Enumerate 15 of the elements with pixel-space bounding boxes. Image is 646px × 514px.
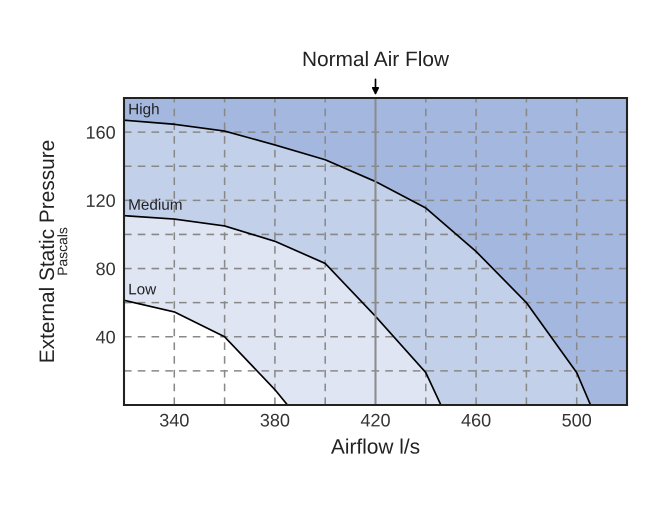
series-label: Low xyxy=(129,284,156,294)
x-tick-label: 420 xyxy=(360,414,390,427)
y-tick-label: 40 xyxy=(96,330,115,344)
y-tick-label: 120 xyxy=(86,194,115,208)
x-tick-label: 500 xyxy=(562,414,592,427)
ref-line-label: Normal Air Flow xyxy=(304,50,450,66)
x-tick-label: 340 xyxy=(160,414,189,427)
series-label: Medium xyxy=(129,198,182,210)
y-tick-label: 160 xyxy=(86,126,115,139)
x-tick-label: 460 xyxy=(461,414,490,427)
x-tick-label: 380 xyxy=(260,414,290,427)
y-axis-title: External Static Pressure Pascals xyxy=(38,140,68,362)
series-label: High xyxy=(129,103,159,118)
y-tick-label: 80 xyxy=(96,262,115,276)
x-axis-title: Airflow l/s xyxy=(330,438,420,454)
